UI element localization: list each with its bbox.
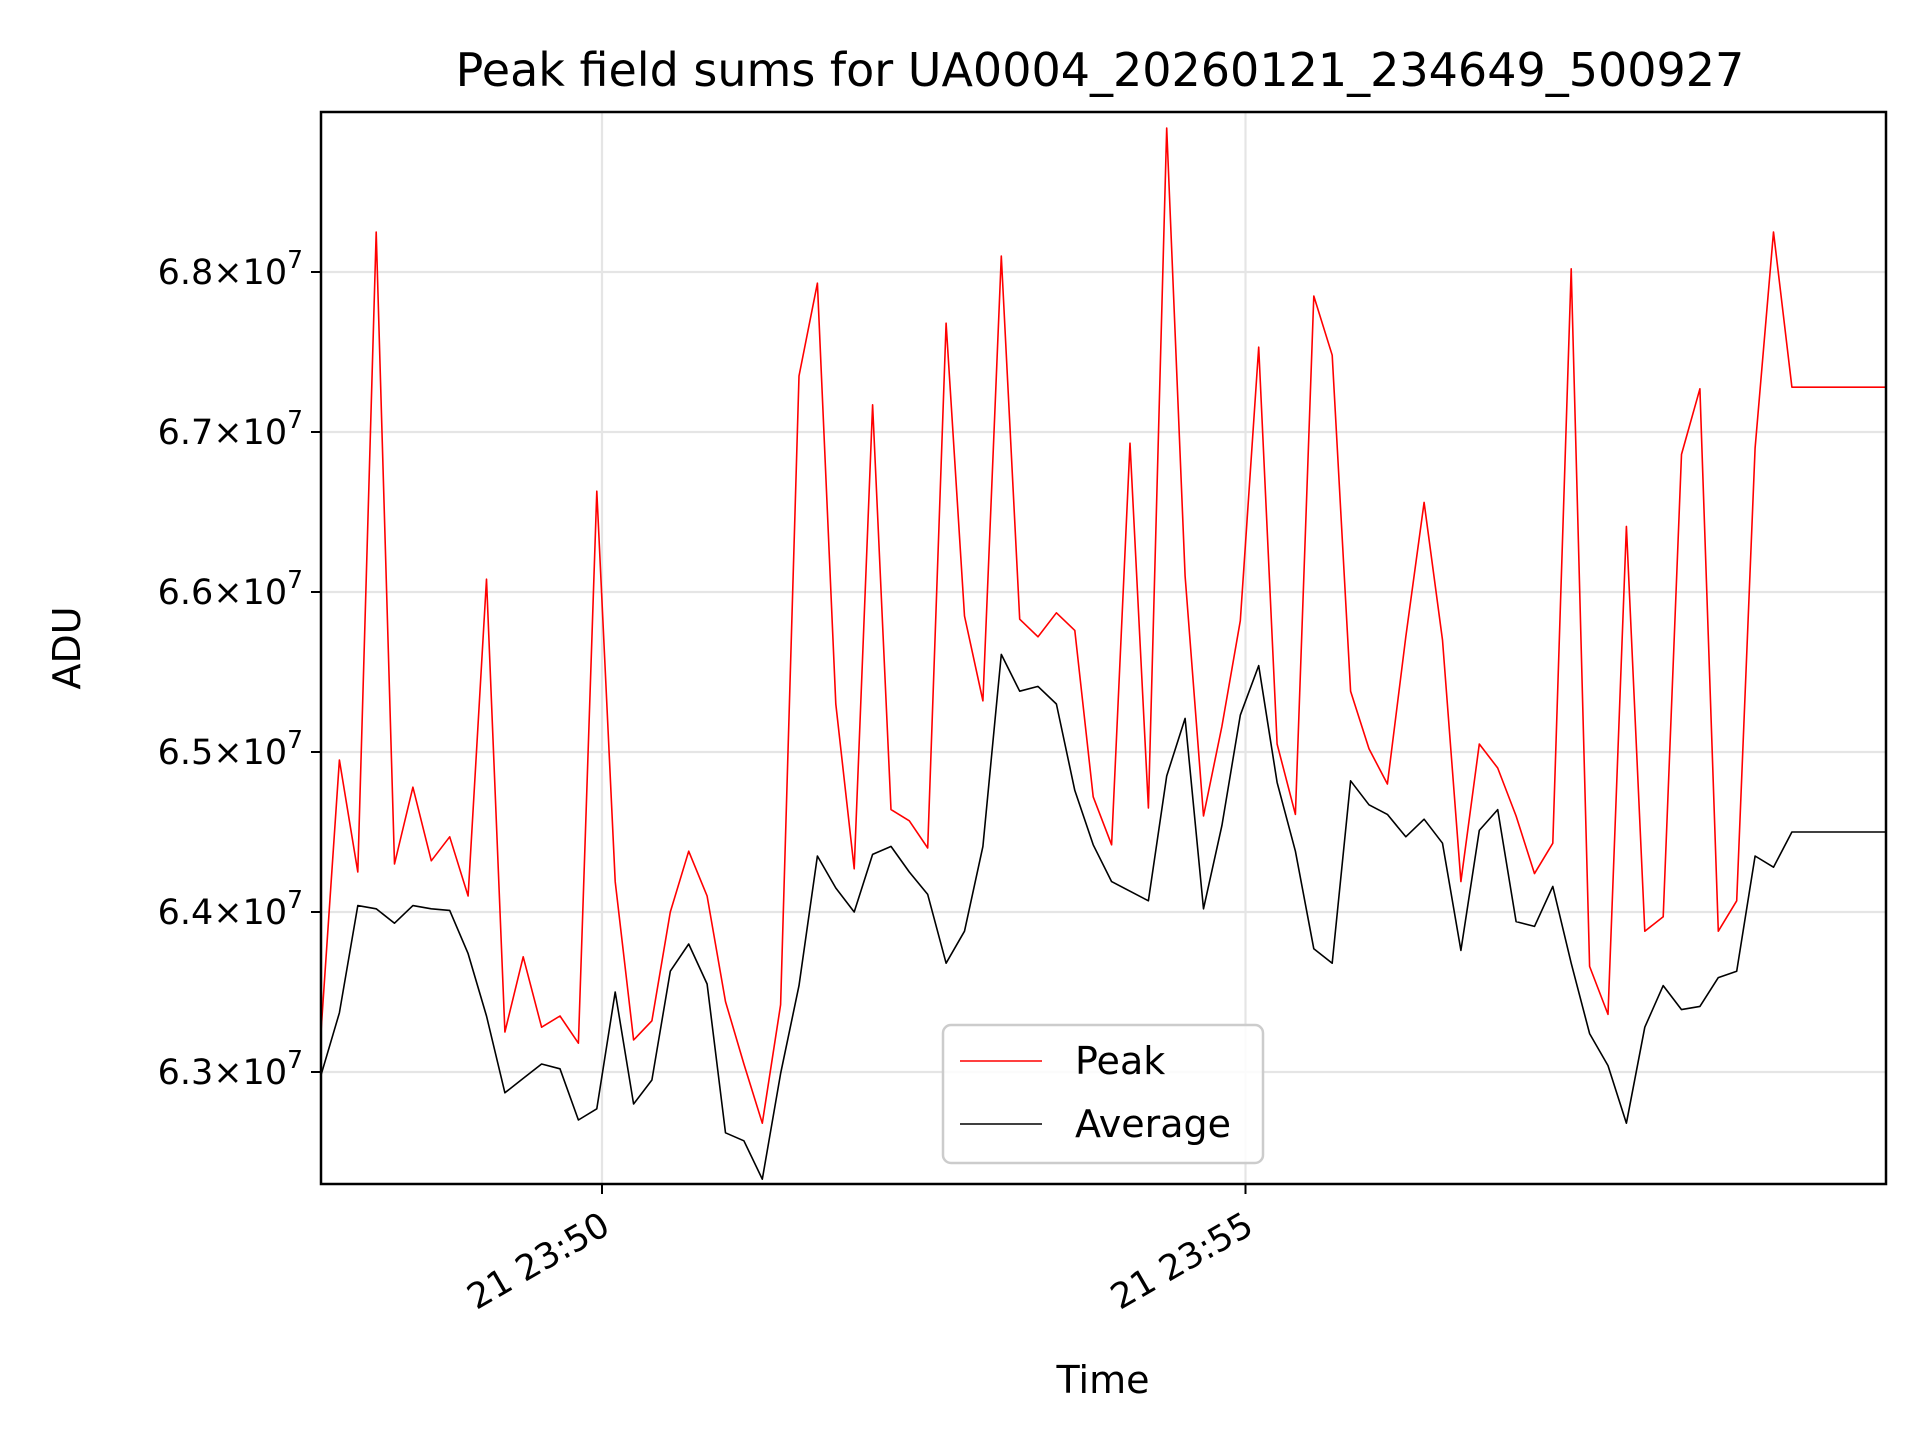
plot-frame: [319, 110, 1888, 1186]
y-tick-label: 6.7×107: [158, 405, 303, 453]
chart-title: Peak field sums for UA0004_20260121_2346…: [456, 43, 1745, 97]
y-tick-label: 6.5×107: [158, 725, 303, 773]
series-line-average: [320, 653, 1886, 1180]
x-axis-label: Time: [1056, 1358, 1150, 1402]
legend: Peak Average: [941, 1023, 1265, 1165]
series-layer: [320, 127, 1886, 1180]
y-tick-label: 6.4×107: [158, 885, 303, 933]
y-tick-label: 6.3×107: [158, 1045, 303, 1093]
grid: [321, 112, 1886, 1184]
legend-box: [941, 1023, 1265, 1165]
y-axis-label: ADU: [45, 606, 89, 689]
y-tick-label: 6.8×107: [158, 245, 303, 293]
legend-label-average: Average: [1075, 1102, 1231, 1146]
y-axis: 6.3×107 6.4×107 6.5×107 6.6×107 6.7×107 6.8×1…: [158, 245, 321, 1093]
y-tick-label: 6.6×107: [158, 565, 303, 613]
legend-label-peak: Peak: [1075, 1039, 1165, 1083]
series-line-peak: [320, 127, 1886, 1124]
